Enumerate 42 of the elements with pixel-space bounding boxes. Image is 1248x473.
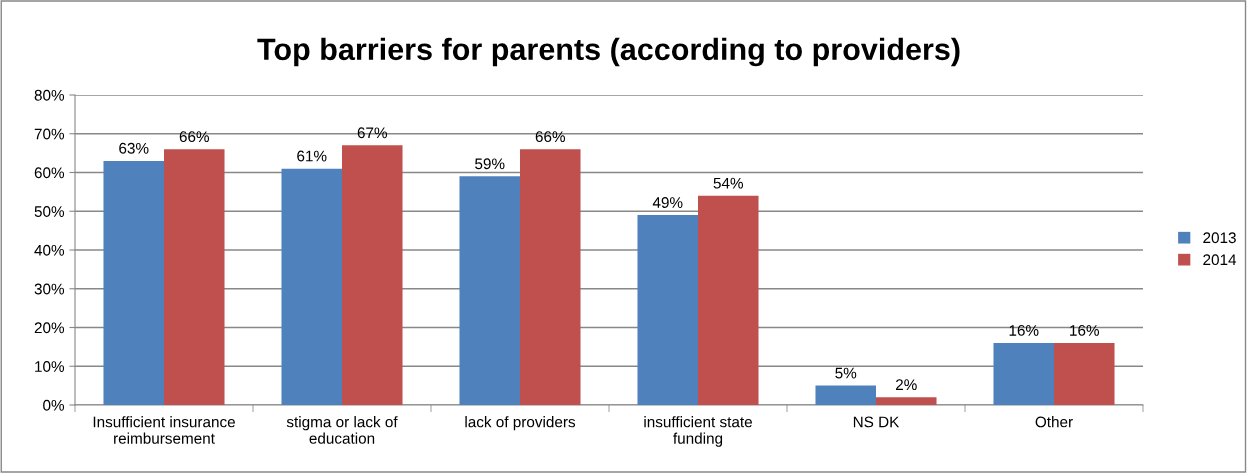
- data-label: 66%: [179, 131, 210, 143]
- data-label: 2%: [895, 379, 917, 390]
- y-tick-label: 20%: [34, 322, 65, 334]
- legend-label: 2014: [1203, 254, 1237, 266]
- data-label: 16%: [1009, 325, 1039, 336]
- y-tick-label: 80%: [34, 89, 65, 101]
- bar: [164, 149, 225, 405]
- y-tick-label: 30%: [34, 283, 65, 295]
- bar: [815, 385, 876, 405]
- data-label: 16%: [1070, 325, 1100, 336]
- bar: [876, 397, 937, 405]
- x-tick-label: NS DK: [853, 416, 900, 428]
- data-label: 63%: [119, 142, 149, 154]
- data-label: 66%: [535, 131, 566, 143]
- data-label: 5%: [835, 367, 857, 379]
- y-tick-label: 70%: [34, 128, 65, 140]
- bar: [459, 176, 520, 405]
- data-label: 67%: [357, 127, 388, 139]
- legend-label: 2013: [1203, 232, 1236, 244]
- x-tick-label: insufficient state funding: [644, 416, 752, 447]
- x-tick-label: stigma or lack of education: [286, 416, 398, 444]
- data-label: 59%: [475, 158, 505, 170]
- data-label: 61%: [297, 150, 327, 162]
- chart-title: Top barriers for parents (according to providers): [257, 37, 960, 67]
- x-tick-label: Other: [1035, 416, 1073, 428]
- bar: [1054, 343, 1115, 405]
- data-label: 49%: [652, 197, 683, 208]
- bar: [993, 343, 1054, 405]
- y-tick-label: 50%: [34, 206, 65, 217]
- x-tick-label: Insufficient insurance reimbursement: [93, 416, 235, 444]
- y-tick-label: 10%: [35, 361, 65, 372]
- y-tick-label: 60%: [34, 167, 65, 179]
- bar: [520, 149, 581, 405]
- bar: [342, 145, 403, 405]
- y-tick-label: 40%: [34, 244, 65, 256]
- y-tick-label: 0%: [43, 399, 65, 411]
- bar: [281, 168, 342, 405]
- bar: [637, 215, 698, 405]
- x-tick-label: lack of providers: [465, 416, 576, 431]
- bar: [103, 160, 164, 405]
- data-label: 54%: [713, 177, 744, 189]
- bar: [698, 195, 759, 405]
